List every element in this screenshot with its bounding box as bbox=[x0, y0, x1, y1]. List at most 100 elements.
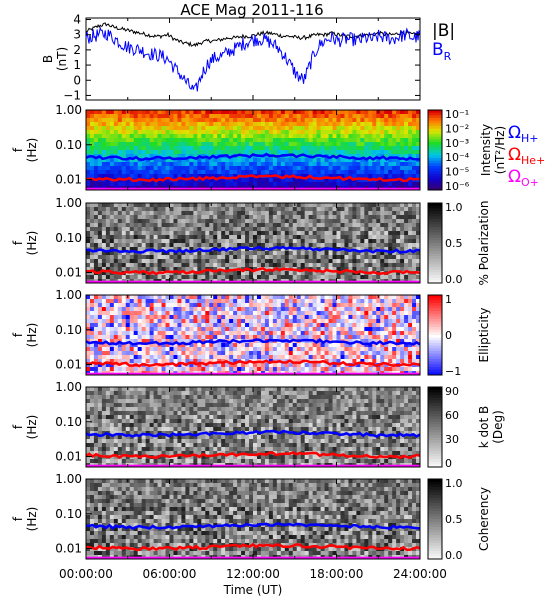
spectrogram-cell bbox=[376, 211, 381, 216]
spectrogram-cell bbox=[177, 327, 182, 332]
spectrogram-cell bbox=[129, 174, 135, 179]
spectrogram-cell bbox=[388, 130, 393, 135]
spectrogram-cell bbox=[320, 138, 325, 143]
spectrogram-cell bbox=[97, 235, 103, 240]
spectrogram-cell bbox=[284, 303, 290, 308]
spectrogram-cell bbox=[125, 223, 131, 228]
spectrogram-cell bbox=[173, 223, 178, 228]
spectrogram-cell bbox=[308, 271, 314, 276]
spectrogram-cell bbox=[161, 263, 166, 268]
spectrogram-cell bbox=[133, 235, 139, 240]
spectrogram-cell bbox=[121, 359, 127, 364]
spectrogram-cell bbox=[296, 227, 302, 232]
spectrogram-cell bbox=[404, 263, 409, 268]
spectrogram-cell bbox=[177, 259, 182, 264]
spectrogram-cell bbox=[141, 359, 147, 364]
spectrogram-cell bbox=[113, 311, 119, 316]
spectrogram-cell bbox=[272, 166, 278, 171]
spectrogram-cell bbox=[241, 211, 246, 216]
spectrogram-cell bbox=[300, 114, 306, 119]
spectrogram-cell bbox=[408, 275, 413, 280]
spectrogram-cell bbox=[300, 182, 306, 187]
spectrogram-cell bbox=[284, 170, 290, 175]
spectrogram-cell bbox=[137, 215, 143, 220]
spectrogram-cell bbox=[256, 243, 262, 248]
spectrogram-cell bbox=[189, 166, 194, 171]
spectrogram-cell bbox=[284, 251, 290, 256]
spectrogram-cell bbox=[133, 138, 139, 143]
spectrogram-cell bbox=[260, 122, 266, 127]
spectrogram-cell bbox=[169, 295, 174, 300]
spectrogram-cell bbox=[328, 295, 333, 300]
spectrogram-cell bbox=[249, 211, 254, 216]
spectrogram-cell bbox=[86, 170, 91, 175]
spectrogram-cell bbox=[245, 255, 250, 260]
spectrogram-cell bbox=[253, 239, 258, 244]
spectrogram-cell bbox=[137, 203, 143, 208]
spectrogram-cell bbox=[225, 162, 230, 167]
spectrogram-cell bbox=[97, 146, 103, 151]
spectrogram-cell bbox=[280, 251, 286, 256]
colorbar-cell bbox=[428, 182, 442, 186]
spectrogram-cell bbox=[177, 182, 182, 187]
spectrogram-cell bbox=[105, 223, 111, 228]
spectrogram-cell bbox=[109, 162, 115, 167]
spectrogram-cell bbox=[89, 259, 95, 264]
spectrogram-cell bbox=[221, 118, 226, 123]
spectrogram-cell bbox=[237, 130, 242, 135]
spectrogram-cell bbox=[308, 158, 314, 163]
spectrogram-cell bbox=[233, 263, 238, 268]
colorbar-cell bbox=[428, 259, 442, 263]
spectrogram-cell bbox=[173, 182, 178, 187]
spectrogram-cell bbox=[348, 134, 353, 139]
colorbar-cell bbox=[428, 229, 442, 233]
spectrogram-cell bbox=[93, 315, 99, 320]
spectrogram-cell bbox=[209, 351, 214, 356]
spectrogram-cell bbox=[268, 126, 274, 131]
spectrogram-cell bbox=[189, 343, 194, 348]
colorbar-label-text: Intensity bbox=[479, 124, 493, 176]
spectrogram-cell bbox=[328, 315, 333, 320]
spectrogram-cell bbox=[372, 207, 377, 212]
spectrogram-cell bbox=[416, 118, 421, 123]
spectrogram-cell bbox=[177, 118, 182, 123]
spectrogram-cell bbox=[105, 138, 111, 143]
spectrogram-cell bbox=[340, 315, 345, 320]
spectrogram-cell bbox=[153, 255, 158, 260]
spectrogram-cell bbox=[209, 231, 214, 236]
spectrogram-cell bbox=[157, 170, 162, 175]
spectrogram-cell bbox=[129, 267, 135, 272]
spectrogram-cell bbox=[324, 363, 329, 368]
spectrogram-cell bbox=[336, 319, 341, 324]
spectrogram-cell bbox=[173, 150, 178, 155]
spectrogram-cell bbox=[125, 255, 131, 260]
spectrogram-cell bbox=[304, 182, 310, 187]
spectrogram-cell bbox=[149, 114, 154, 119]
spectrogram-cell bbox=[268, 150, 274, 155]
spectrogram-cell bbox=[165, 154, 170, 159]
spectrogram-cell bbox=[157, 138, 162, 143]
spectrogram-cell bbox=[376, 138, 381, 143]
spectrogram-cell bbox=[408, 134, 413, 139]
spectrogram-cell bbox=[233, 142, 238, 147]
spectrogram-cell bbox=[205, 335, 210, 340]
spectrogram-cell bbox=[340, 126, 345, 131]
spectrogram-cell bbox=[404, 118, 409, 123]
colorbar-cell bbox=[428, 243, 442, 247]
spectrogram-cell bbox=[165, 255, 170, 260]
spectrogram-cell bbox=[376, 347, 381, 352]
spectrogram-cell bbox=[105, 323, 111, 328]
spectrogram-cell bbox=[141, 162, 147, 167]
spectrogram-cell bbox=[288, 263, 294, 268]
spectrogram-cell bbox=[141, 122, 147, 127]
spectrogram-cell bbox=[296, 355, 302, 360]
spectrogram-cell bbox=[268, 122, 274, 127]
spectrogram-cell bbox=[368, 235, 373, 240]
spectrogram-cell bbox=[380, 295, 385, 300]
spectrogram-cell bbox=[225, 235, 230, 240]
spectrogram-cell bbox=[404, 146, 409, 151]
spectrogram-cell bbox=[133, 323, 139, 328]
spectrogram-cell bbox=[288, 170, 294, 175]
spectrogram-cell bbox=[340, 239, 345, 244]
spectrogram-cell bbox=[348, 323, 353, 328]
